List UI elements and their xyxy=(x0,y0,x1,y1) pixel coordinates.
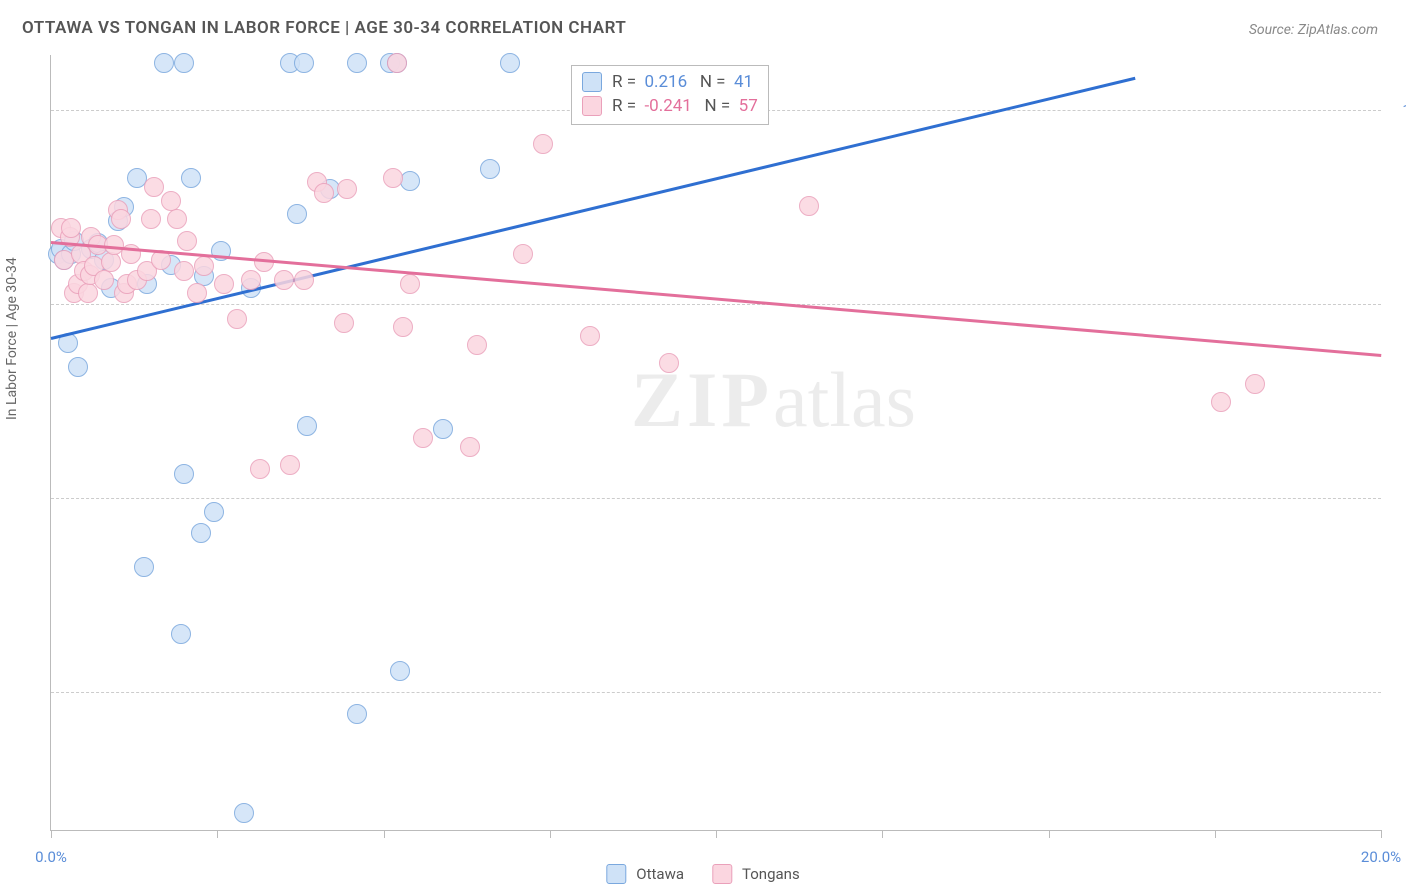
legend-stats-text: R = 0.216 N = 41 xyxy=(612,70,753,94)
x-tick-label: 0.0% xyxy=(35,848,67,866)
scatter-point xyxy=(413,428,433,448)
trend-line xyxy=(51,241,1381,357)
scatter-point xyxy=(280,455,300,475)
scatter-point xyxy=(393,317,413,337)
scatter-point xyxy=(297,416,317,436)
scatter-point xyxy=(337,179,357,199)
legend-swatch-icon xyxy=(582,72,602,92)
scatter-point xyxy=(181,168,201,188)
legend-label: Tongans xyxy=(742,865,800,883)
x-tick-label: 20.0% xyxy=(1361,848,1401,866)
gridline-horizontal xyxy=(51,692,1381,693)
scatter-point xyxy=(94,270,114,290)
scatter-point xyxy=(500,53,520,73)
scatter-point xyxy=(61,218,81,238)
scatter-point xyxy=(294,53,314,73)
legend-swatch-icon xyxy=(606,864,626,884)
x-tick xyxy=(1215,830,1216,838)
legend-label: Ottawa xyxy=(636,865,684,883)
scatter-point xyxy=(433,419,453,439)
source-attribution: Source: ZipAtlas.com xyxy=(1249,22,1378,38)
scatter-point xyxy=(171,624,191,644)
scatter-point xyxy=(347,704,367,724)
scatter-point xyxy=(250,459,270,479)
scatter-point xyxy=(174,53,194,73)
legend-stats-row: R = -0.241 N = 57 xyxy=(582,94,758,118)
chart-plot-area: ZIPatlas 100.0%82.5%65.0%47.5%0.0%20.0%R… xyxy=(50,55,1381,831)
y-tick-label: 65.0% xyxy=(1386,489,1406,507)
scatter-point xyxy=(274,270,294,290)
legend-stats-row: R = 0.216 N = 41 xyxy=(582,70,758,94)
scatter-point xyxy=(513,244,533,264)
scatter-point xyxy=(400,274,420,294)
gridline-horizontal xyxy=(51,498,1381,499)
scatter-point xyxy=(467,335,487,355)
watermark-atlas: atlas xyxy=(773,356,916,443)
scatter-point xyxy=(134,557,154,577)
scatter-point xyxy=(204,502,224,522)
scatter-point xyxy=(287,204,307,224)
y-tick-label: 82.5% xyxy=(1386,295,1406,313)
scatter-point xyxy=(659,353,679,373)
scatter-point xyxy=(480,159,500,179)
scatter-point xyxy=(799,196,819,216)
legend-swatch-icon xyxy=(582,96,602,116)
legend-item: Ottawa xyxy=(606,864,684,884)
watermark-zip: ZIP xyxy=(631,356,773,443)
legend-item: Tongans xyxy=(712,864,800,884)
scatter-point xyxy=(460,437,480,457)
x-tick xyxy=(384,830,385,838)
y-tick-label: 100.0% xyxy=(1386,101,1406,119)
scatter-point xyxy=(214,274,234,294)
x-tick xyxy=(882,830,883,838)
y-axis-label: In Labor Force | Age 30-34 xyxy=(4,257,20,420)
scatter-point xyxy=(194,256,214,276)
x-tick xyxy=(550,830,551,838)
scatter-point xyxy=(234,803,254,823)
scatter-point xyxy=(187,283,207,303)
scatter-point xyxy=(1245,374,1265,394)
scatter-point xyxy=(533,134,553,154)
scatter-point xyxy=(227,309,247,329)
x-tick xyxy=(716,830,717,838)
scatter-point xyxy=(580,326,600,346)
scatter-point xyxy=(167,209,187,229)
scatter-point xyxy=(111,209,131,229)
x-tick xyxy=(1049,830,1050,838)
scatter-point xyxy=(68,357,88,377)
scatter-point xyxy=(390,661,410,681)
scatter-point xyxy=(241,270,261,290)
scatter-point xyxy=(174,261,194,281)
scatter-point xyxy=(177,231,197,251)
scatter-point xyxy=(141,209,161,229)
legend-stats-text: R = -0.241 N = 57 xyxy=(612,94,758,118)
y-tick-label: 47.5% xyxy=(1386,683,1406,701)
scatter-point xyxy=(347,53,367,73)
scatter-point xyxy=(1211,392,1231,412)
scatter-point xyxy=(314,183,334,203)
scatter-point xyxy=(144,177,164,197)
bottom-legend: Ottawa Tongans xyxy=(606,864,799,884)
scatter-point xyxy=(154,53,174,73)
scatter-point xyxy=(387,53,407,73)
gridline-horizontal xyxy=(51,304,1381,305)
legend-swatch-icon xyxy=(712,864,732,884)
scatter-point xyxy=(191,523,211,543)
x-tick xyxy=(217,830,218,838)
x-tick xyxy=(51,830,52,838)
scatter-point xyxy=(294,270,314,290)
x-tick xyxy=(1381,830,1382,838)
chart-title: OTTAWA VS TONGAN IN LABOR FORCE | AGE 30… xyxy=(22,18,626,38)
scatter-point xyxy=(78,283,98,303)
scatter-point xyxy=(334,313,354,333)
scatter-point xyxy=(383,168,403,188)
correlation-legend: R = 0.216 N = 41R = -0.241 N = 57 xyxy=(571,65,769,125)
scatter-point xyxy=(174,464,194,484)
